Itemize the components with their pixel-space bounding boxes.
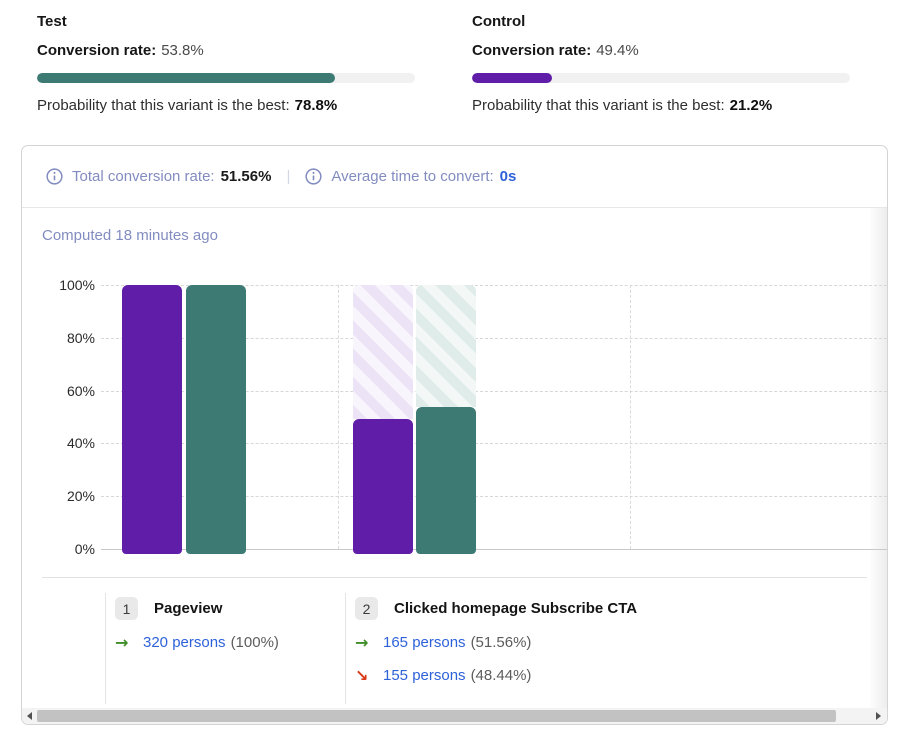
info-icon[interactable] <box>46 168 63 185</box>
stats-divider: | <box>286 168 291 185</box>
persons-percentage: (48.44%) <box>470 667 532 684</box>
step-label: Pageview <box>154 600 223 617</box>
y-axis-tick-label: 80% <box>66 329 95 346</box>
gridline <box>101 337 887 339</box>
step-number-badge: 1 <box>115 597 138 620</box>
persons-link[interactable]: 155 persons <box>383 667 466 684</box>
persons-percentage: (51.56%) <box>470 634 532 651</box>
funnel-bar-test-step1[interactable] <box>186 285 246 554</box>
step-converted-row: → 165 persons (51.56%) <box>355 633 869 653</box>
funnel-step-1: 1 Pageview → 320 persons (100%) <box>105 593 345 704</box>
scrollbar-thumb[interactable] <box>37 710 836 722</box>
funnel-results-card: Total conversion rate: 51.56% | Average … <box>21 145 888 725</box>
probability-progress-fill <box>472 73 553 83</box>
info-icon[interactable] <box>305 168 322 185</box>
probability-value: 78.8% <box>294 97 338 114</box>
persons-link[interactable]: 165 persons <box>383 634 466 651</box>
probability-progress-track <box>472 73 850 83</box>
variant-summaries: Test Conversion rate: 53.8% Probability t… <box>37 12 850 115</box>
legend-separator <box>42 577 867 578</box>
funnel-dropoff-ghost-control-step2 <box>353 285 413 419</box>
gridline <box>101 496 887 498</box>
probability-progress-track <box>37 73 415 83</box>
step-dropoff-row: ↘ 155 persons (48.44%) <box>355 666 869 686</box>
probability-line: Probability that this variant is the bes… <box>472 96 850 115</box>
gridline <box>101 285 887 286</box>
y-axis-tick-label: 40% <box>66 435 95 452</box>
avg-time-value[interactable]: 0s <box>499 168 517 185</box>
funnel-column-divider <box>338 285 339 549</box>
variant-name: Control <box>472 13 526 30</box>
persons-link[interactable]: 320 persons <box>143 634 226 651</box>
funnel-bar-test-step2[interactable] <box>416 407 476 554</box>
step-header: 1 Pageview <box>115 597 345 620</box>
total-conversion-label: Total conversion rate: <box>72 168 215 185</box>
funnel-chart-area: Computed 18 minutes ago 1 Pageview → 320 pe… <box>22 208 887 708</box>
y-axis-tick-label: 20% <box>66 488 95 505</box>
x-axis-baseline <box>101 549 887 550</box>
conversion-rate-line: Conversion rate: 49.4% <box>472 41 850 60</box>
funnel-step-2: 2 Clicked homepage Subscribe CTA → 165 pers… <box>345 593 869 704</box>
probability-label: Probability that this variant is the bes… <box>472 97 725 114</box>
step-header: 2 Clicked homepage Subscribe CTA <box>355 597 869 620</box>
conversion-rate-label: Conversion rate: <box>37 42 157 59</box>
variant-card-test: Test Conversion rate: 53.8% Probability t… <box>37 12 415 115</box>
funnel-dropoff-ghost-test-step2 <box>416 285 476 407</box>
scrollbar-left-arrow-icon[interactable] <box>27 712 32 720</box>
avg-time-label: Average time to convert: <box>331 168 494 185</box>
funnel-column-divider <box>630 285 631 549</box>
y-axis-tick-label: 0% <box>74 541 95 557</box>
total-conversion-value: 51.56% <box>220 168 272 185</box>
variant-card-control: Control Conversion rate: 49.4% Probabilit… <box>472 12 850 115</box>
arrow-right-icon: → <box>115 633 129 652</box>
conversion-rate-label: Conversion rate: <box>472 42 592 59</box>
probability-line: Probability that this variant is the bes… <box>37 96 415 115</box>
y-axis-tick-label: 60% <box>66 382 95 399</box>
arrow-down-right-icon: ↘ <box>355 666 369 685</box>
scrollbar-right-arrow-icon[interactable] <box>876 712 881 720</box>
arrow-right-icon: → <box>355 633 369 652</box>
gridline <box>101 443 887 445</box>
conversion-rate-line: Conversion rate: 53.8% <box>37 41 415 60</box>
persons-percentage: (100%) <box>230 634 279 651</box>
probability-progress-fill <box>37 73 335 83</box>
step-number-badge: 2 <box>355 597 378 620</box>
gridline <box>101 390 887 392</box>
funnel-steps-legend: 1 Pageview → 320 persons (100%) 2 Clicked home… <box>105 593 869 704</box>
conversion-rate-value: 49.4% <box>596 42 639 59</box>
probability-label: Probability that this variant is the bes… <box>37 97 290 114</box>
funnel-bar-control-step1[interactable] <box>122 285 182 554</box>
step-label: Clicked homepage Subscribe CTA <box>394 600 638 617</box>
y-axis-tick-label: 100% <box>59 277 95 293</box>
conversion-rate-value: 53.8% <box>161 42 204 59</box>
computed-timestamp: Computed 18 minutes ago <box>42 227 218 244</box>
variant-name: Test <box>37 13 67 30</box>
step-converted-row: → 320 persons (100%) <box>115 633 345 653</box>
probability-value: 21.2% <box>729 97 773 114</box>
horizontal-scrollbar[interactable] <box>22 708 887 724</box>
funnel-bar-control-step2[interactable] <box>353 419 413 554</box>
scroll-shadow <box>869 208 887 708</box>
summary-stats-bar: Total conversion rate: 51.56% | Average … <box>22 146 887 208</box>
